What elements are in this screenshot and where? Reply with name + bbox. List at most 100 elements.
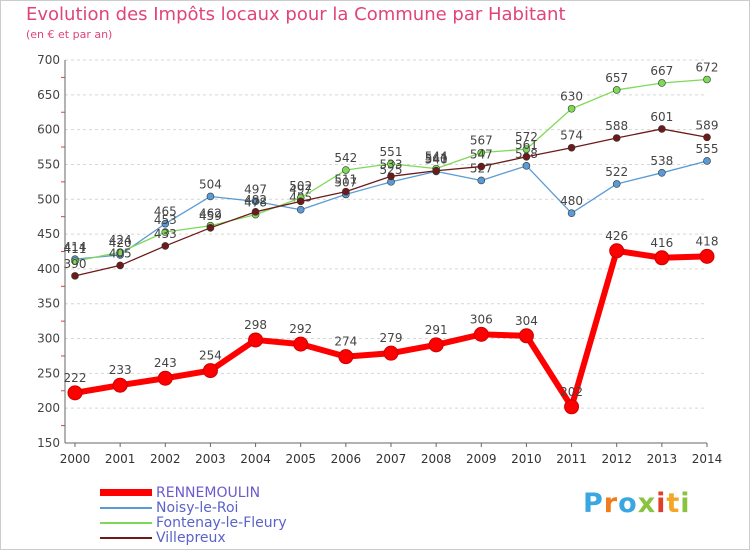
- data-point-villepreux: [71, 272, 79, 280]
- data-point-rennemoulin: [654, 250, 670, 266]
- data-point-fontenay-le-fleury: [342, 166, 350, 174]
- legend-item: Fontenay-le-Fleury: [100, 514, 287, 531]
- data-point-noisy-le-roi: [206, 192, 215, 201]
- legend-swatch: [100, 506, 152, 509]
- data-label-rennemoulin: 254: [199, 349, 222, 363]
- data-point-rennemoulin: [248, 332, 264, 348]
- data-point-noisy-le-roi: [567, 209, 576, 217]
- data-point-noisy-le-roi: [161, 219, 170, 228]
- data-point-rennemoulin: [564, 399, 580, 415]
- y-tick-label: 350: [37, 297, 60, 311]
- data-label-rennemoulin: 306: [470, 312, 493, 326]
- chart-subtitle: (en € et par an): [26, 28, 113, 41]
- data-label-fontenay-le-fleury: 411: [64, 242, 87, 256]
- y-tick-label: 500: [37, 192, 60, 206]
- data-point-rennemoulin: [699, 248, 715, 264]
- legend-swatch: [100, 536, 152, 539]
- data-label-villepreux: 433: [154, 227, 177, 241]
- x-tick-label: 2008: [421, 452, 452, 466]
- data-label-rennemoulin: 274: [334, 335, 357, 349]
- legend-label: Fontenay-le-Fleury: [156, 514, 287, 531]
- data-label-villepreux: 405: [109, 246, 132, 260]
- data-label-fontenay-le-fleury: 502: [289, 179, 312, 193]
- data-label-villepreux: 497: [289, 182, 312, 196]
- data-label-rennemoulin: 279: [380, 331, 403, 345]
- logo-letter: i: [680, 488, 691, 519]
- data-label-noisy-le-roi: 480: [560, 194, 583, 208]
- legend-label: Villepreux: [156, 529, 226, 546]
- proxiti-logo: Proxiti: [583, 488, 691, 519]
- data-label-villepreux: 390: [64, 257, 87, 271]
- data-point-rennemoulin: [293, 336, 309, 352]
- data-point-noisy-le-roi: [612, 180, 621, 188]
- x-tick-label: 2000: [60, 452, 91, 466]
- data-label-villepreux: 541: [425, 152, 448, 166]
- logo-letter: r: [603, 488, 619, 519]
- data-label-villepreux: 589: [696, 118, 719, 132]
- data-label-noisy-le-roi: 420: [109, 236, 132, 250]
- data-label-noisy-le-roi: 414: [64, 240, 87, 254]
- data-point-fontenay-le-fleury: [658, 79, 666, 87]
- data-label-fontenay-le-fleury: 667: [650, 64, 673, 78]
- x-tick-label: 2007: [376, 452, 407, 466]
- x-tick-label: 2011: [556, 452, 587, 466]
- y-tick-label: 300: [37, 332, 60, 346]
- data-label-noisy-le-roi: 465: [154, 205, 177, 219]
- x-tick-label: 2014: [692, 452, 723, 466]
- data-point-villepreux: [206, 224, 215, 232]
- data-point-fontenay-le-fleury: [387, 159, 395, 168]
- data-point-fontenay-le-fleury: [71, 257, 79, 266]
- data-point-fontenay-le-fleury: [612, 86, 621, 94]
- data-label-fontenay-le-fleury: 424: [109, 233, 132, 247]
- data-label-noisy-le-roi: 538: [650, 154, 673, 168]
- legend-label: RENNEMOULIN: [156, 484, 261, 501]
- data-label-rennemoulin: 304: [515, 314, 538, 328]
- y-tick-label: 150: [37, 436, 60, 450]
- chart-title: Evolution des Impôts locaux pour la Comm…: [26, 4, 566, 25]
- logo-letter: i: [656, 488, 667, 519]
- data-point-fontenay-le-fleury: [567, 104, 576, 113]
- data-label-noisy-le-roi: 525: [380, 163, 403, 177]
- y-tick-label: 400: [37, 262, 60, 276]
- data-label-villepreux: 459: [199, 209, 222, 223]
- y-tick-label: 250: [37, 366, 60, 380]
- data-point-rennemoulin: [518, 328, 534, 344]
- data-label-fontenay-le-fleury: 478: [244, 196, 267, 210]
- data-point-villepreux: [477, 162, 486, 171]
- data-point-rennemoulin: [609, 243, 625, 259]
- x-tick-label: 2010: [511, 452, 542, 466]
- data-point-villepreux: [387, 172, 395, 181]
- data-label-villepreux: 547: [470, 148, 493, 162]
- data-point-noisy-le-roi: [522, 162, 531, 170]
- data-point-villepreux: [161, 242, 170, 250]
- data-label-rennemoulin: 426: [605, 229, 628, 243]
- data-label-villepreux: 588: [605, 119, 628, 133]
- data-point-fontenay-le-fleury: [161, 228, 170, 236]
- data-point-noisy-le-roi: [477, 176, 486, 185]
- data-label-fontenay-le-fleury: 657: [605, 71, 628, 85]
- logo-letter: t: [666, 488, 681, 519]
- legend-item: Noisy-le-Roi: [100, 500, 238, 516]
- data-point-villepreux: [658, 125, 666, 133]
- data-label-fontenay-le-fleury: 544: [425, 150, 448, 164]
- data-label-noisy-le-roi: 540: [425, 152, 448, 166]
- data-point-fontenay-le-fleury: [522, 145, 531, 153]
- y-tick-label: 700: [37, 53, 60, 67]
- x-tick-label: 2001: [105, 452, 136, 466]
- data-label-noisy-le-roi: 522: [605, 165, 628, 179]
- data-label-rennemoulin: 291: [425, 323, 448, 337]
- legend-item: Villepreux: [100, 529, 226, 546]
- legend-swatch: [100, 521, 152, 524]
- data-point-rennemoulin: [473, 326, 489, 342]
- data-point-noisy-le-roi: [296, 205, 305, 214]
- x-tick-label: 2004: [240, 452, 271, 466]
- x-tick-label: 2006: [331, 452, 362, 466]
- data-label-villepreux: 561: [515, 138, 538, 152]
- data-point-fontenay-le-fleury: [703, 75, 711, 84]
- data-label-noisy-le-roi: 507: [334, 175, 357, 189]
- data-point-villepreux: [567, 143, 576, 152]
- data-point-villepreux: [703, 133, 711, 142]
- data-label-fontenay-le-fleury: 672: [696, 60, 719, 74]
- data-point-rennemoulin: [428, 337, 444, 353]
